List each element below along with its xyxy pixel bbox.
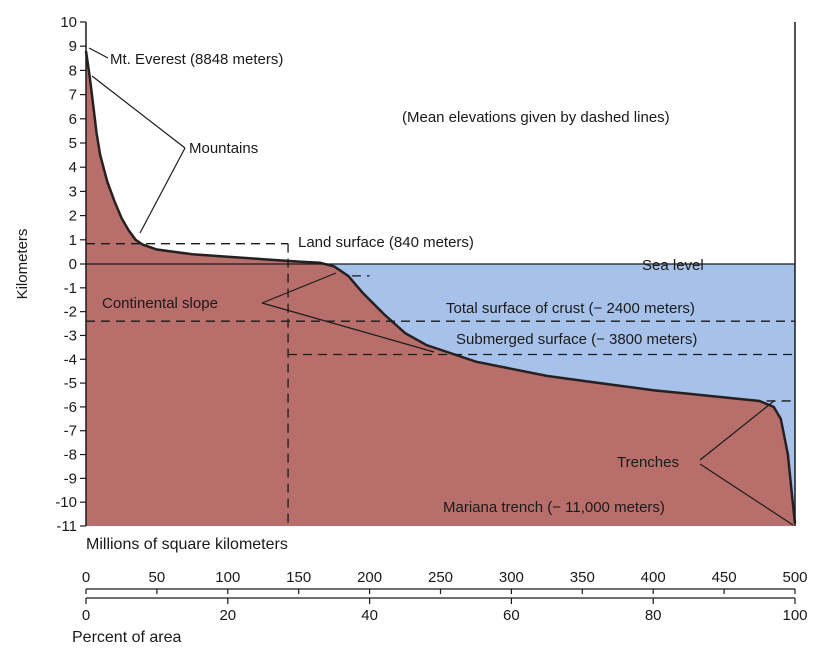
x-percent-tick-label: 80 bbox=[645, 607, 662, 624]
mariana-label: Mariana trench (− 11,000 meters) bbox=[443, 499, 665, 516]
x-percent-tick-label: 40 bbox=[361, 607, 378, 624]
x-axis-area: 0 50 100 150 200 250 300 350 400 450 500 bbox=[82, 569, 808, 594]
y-tick-label: -9 bbox=[64, 470, 77, 487]
trenches-label: Trenches bbox=[617, 454, 679, 471]
x-axis-percent-label: Percent of area bbox=[72, 629, 182, 646]
total-surface-label: Total surface of crust (− 2400 meters) bbox=[446, 300, 695, 317]
x-area-tick-label: 150 bbox=[286, 569, 311, 586]
ocean-area bbox=[320, 264, 795, 524]
y-tick-label: -3 bbox=[64, 327, 77, 344]
y-tick-label: -5 bbox=[64, 375, 77, 392]
y-tick-label: 1 bbox=[69, 232, 77, 249]
mountains-label: Mountains bbox=[189, 140, 258, 157]
slope-pointer-lower bbox=[261, 302, 435, 353]
slope-pointer-upper bbox=[261, 272, 337, 304]
y-tick-label: 0 bbox=[69, 256, 77, 273]
x-area-tick-label: 100 bbox=[215, 569, 240, 586]
sea-level-label: Sea level bbox=[642, 257, 704, 274]
y-tick-label: 2 bbox=[69, 208, 77, 225]
x-percent-tick-label: 20 bbox=[219, 607, 236, 624]
y-tick-label: -2 bbox=[64, 304, 77, 321]
y-tick-label: -1 bbox=[64, 280, 77, 297]
x-area-tick-label: 350 bbox=[570, 569, 595, 586]
note-label: (Mean elevations given by dashed lines) bbox=[402, 109, 670, 126]
x-percent-tick-label: 0 bbox=[82, 607, 90, 624]
everest-pointer bbox=[88, 47, 109, 59]
annotation-pointer-lines bbox=[88, 47, 794, 526]
y-tick-label: 10 bbox=[60, 14, 77, 31]
hypsometric-curve-line bbox=[84, 50, 797, 524]
x-percent-tick-label: 100 bbox=[782, 607, 807, 624]
y-tick-label: 8 bbox=[69, 62, 77, 79]
y-tick-label: -6 bbox=[64, 399, 77, 416]
y-tick-label: -7 bbox=[64, 423, 77, 440]
x-area-tick-label: 500 bbox=[782, 569, 807, 586]
x-percent-tick-label: 60 bbox=[503, 607, 520, 624]
everest-label: Mt. Everest (8848 meters) bbox=[110, 51, 283, 68]
x-area-tick-label: 400 bbox=[641, 569, 666, 586]
y-tick-label: 9 bbox=[69, 38, 77, 55]
land-surface-label: Land surface (840 meters) bbox=[298, 234, 474, 251]
y-tick-label: -4 bbox=[64, 351, 77, 368]
y-tick-label: 6 bbox=[69, 111, 77, 128]
x-area-tick-label: 250 bbox=[428, 569, 453, 586]
trenches-pointer-lower bbox=[699, 463, 794, 526]
x-axis-percent: 0 20 40 60 80 100 bbox=[82, 597, 808, 624]
submerged-surface-label: Submerged surface (− 3800 meters) bbox=[456, 331, 697, 348]
x-area-tick-label: 0 bbox=[82, 569, 90, 586]
y-tick-label: -8 bbox=[64, 447, 77, 464]
x-area-tick-label: 200 bbox=[357, 569, 382, 586]
mountains-pointer-lower bbox=[139, 147, 186, 234]
y-axis-label: Kilometers bbox=[14, 229, 31, 300]
x-area-tick-label: 300 bbox=[499, 569, 524, 586]
trenches-pointer-upper bbox=[699, 400, 775, 461]
x-axis-area-label: Millions of square kilometers bbox=[86, 536, 288, 553]
crust-area bbox=[86, 51, 795, 526]
annotations: Mt. Everest (8848 meters) (Mean elevatio… bbox=[88, 47, 794, 526]
y-tick-label: 7 bbox=[69, 87, 77, 104]
x-area-tick-label: 50 bbox=[149, 569, 166, 586]
y-tick-label: 4 bbox=[69, 159, 77, 176]
x-area-tick-label: 450 bbox=[712, 569, 737, 586]
mountains-pointer-upper bbox=[91, 75, 186, 149]
y-tick-label: 5 bbox=[69, 135, 77, 152]
continental-slope-label: Continental slope bbox=[102, 295, 218, 312]
y-tick-label: -11 bbox=[56, 518, 77, 535]
y-tick-label: -10 bbox=[55, 494, 77, 511]
y-tick-label: 3 bbox=[69, 183, 77, 200]
mean-elevation-dashed-lines bbox=[86, 243, 795, 526]
